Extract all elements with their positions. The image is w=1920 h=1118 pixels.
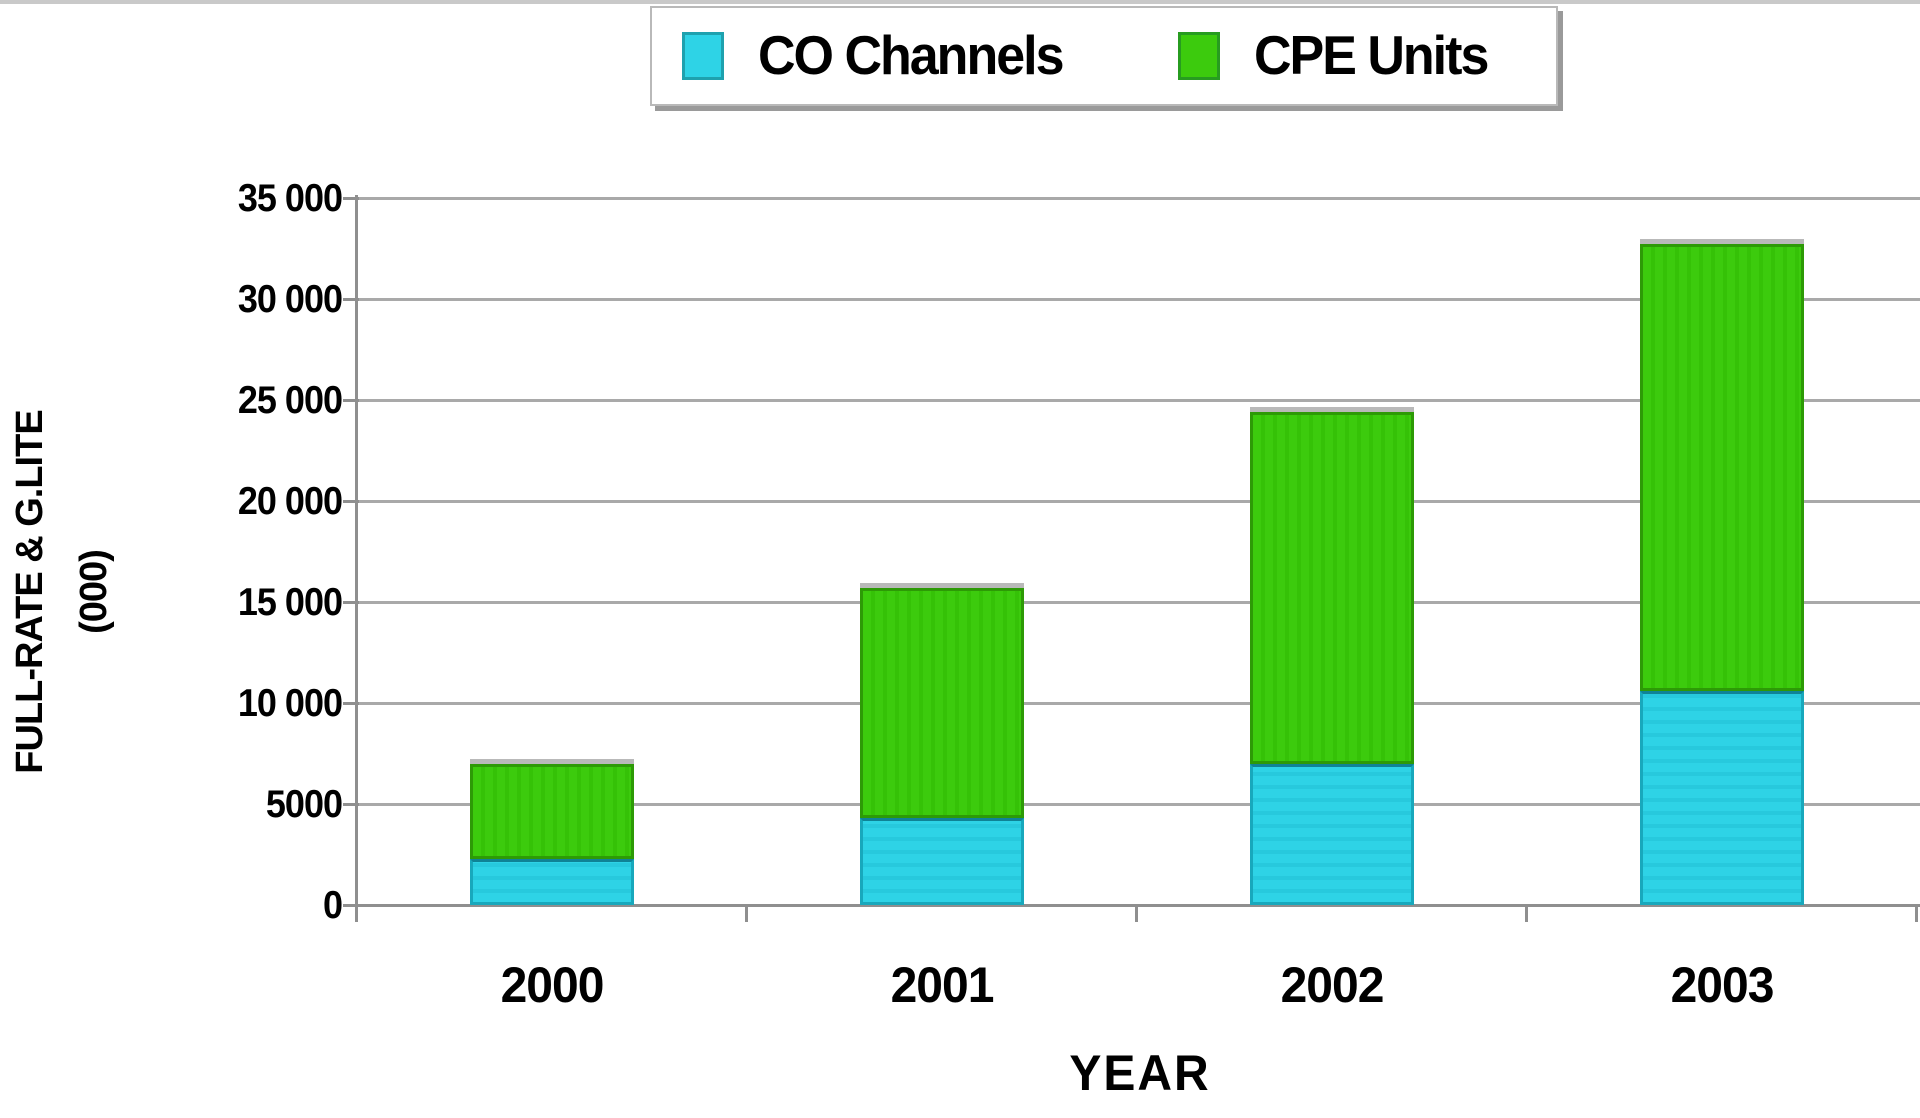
gridline-10000: [357, 702, 1920, 705]
y-axis-title-line1: FULL-RATE & G.LITE: [9, 410, 51, 774]
gridline-0: [357, 904, 1920, 907]
bar-2000-co-channels: [470, 858, 634, 905]
x-axis-tick-4: [1915, 906, 1918, 922]
legend-box: CO Channels CPE Units: [650, 6, 1558, 106]
gridline-35000: [357, 197, 1920, 200]
gridline-5000: [357, 803, 1920, 806]
gridline-20000: [357, 500, 1920, 503]
y-tick-label-25000: 25 000: [237, 377, 343, 422]
y-tick-0: [343, 904, 359, 907]
y-axis-title-line2: (000): [73, 550, 115, 634]
x-axis-tick-3: [1525, 906, 1528, 922]
y-tick-25000: [343, 399, 359, 402]
y-tick-label-30000: 30 000: [237, 276, 343, 321]
y-tick-15000: [343, 601, 359, 604]
x-axis-title: YEAR: [1069, 1045, 1211, 1102]
y-tick-20000: [343, 500, 359, 503]
bar-2002-co-channels: [1250, 763, 1414, 905]
y-tick-30000: [343, 298, 359, 301]
x-axis-tick-1: [745, 906, 748, 922]
y-tick-label-5000: 5000: [265, 781, 343, 826]
y-tick-35000: [343, 197, 359, 200]
x-category-label-2000: 2000: [500, 957, 605, 1014]
legend-label-co-channels: CO Channels: [758, 25, 1064, 87]
legend-swatch-green: [1178, 32, 1220, 80]
gridline-25000: [357, 399, 1920, 402]
x-category-label-2001: 2001: [890, 957, 995, 1014]
bar-2001-cpe-units: [860, 587, 1024, 819]
gridline-30000: [357, 298, 1920, 301]
y-tick-10000: [343, 702, 359, 705]
legend-item-co-channels: CO Channels: [682, 8, 1064, 104]
y-tick-label-35000: 35 000: [237, 175, 343, 220]
legend-swatch-cyan: [682, 32, 724, 80]
bar-2002-cpe-units: [1250, 412, 1414, 764]
y-tick-5000: [343, 803, 359, 806]
y-tick-label-0: 0: [322, 882, 343, 927]
bar-2003-co-channels: [1640, 690, 1804, 905]
legend-item-cpe-units: CPE Units: [1178, 8, 1489, 104]
x-axis-tick-2: [1135, 906, 1138, 922]
gridline-15000: [357, 601, 1920, 604]
y-tick-label-15000: 15 000: [237, 579, 343, 624]
y-axis-line: [355, 195, 358, 908]
y-tick-label-10000: 10 000: [237, 680, 343, 725]
x-axis-tick-0: [355, 906, 358, 922]
y-axis-title: FULL-RATE & G.LITE (000): [0, 272, 138, 912]
bar-2003-cpe-units: [1640, 244, 1804, 691]
bar-2001-co-channels: [860, 818, 1024, 905]
x-category-label-2003: 2003: [1670, 957, 1775, 1014]
y-tick-label-20000: 20 000: [237, 478, 343, 523]
bar-2000-cpe-units: [470, 763, 634, 859]
chart-top-border: [0, 0, 1920, 4]
x-category-label-2002: 2002: [1280, 957, 1385, 1014]
legend-label-cpe-units: CPE Units: [1254, 25, 1489, 87]
